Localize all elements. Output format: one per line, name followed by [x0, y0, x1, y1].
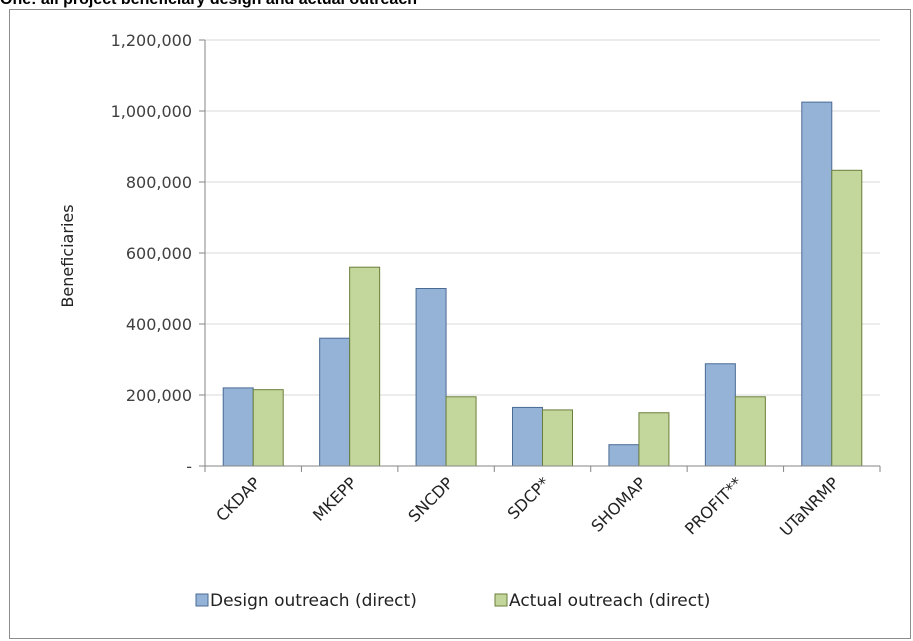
bar-actual-ckdap	[252, 389, 284, 467]
page-title: One: all project beneficiary design and …	[0, 0, 417, 9]
y-axis-ticks: - 200,000 400,000 600,000 800,000 1,000,000 1,…	[111, 31, 205, 476]
bar-actual-mkepp	[349, 266, 381, 467]
bar-design-shomap	[608, 444, 640, 467]
y-tick-label: 400,000	[126, 315, 192, 334]
legend-swatch	[195, 593, 209, 607]
bar-design-utanrmp	[801, 101, 833, 467]
bar-design-ckdap	[222, 387, 254, 467]
x-axis-categories: CKDAP MKEPP SNCDP SDCP* SHOMAP PROFIT** UTaNRM…	[212, 473, 843, 540]
x-category-label: SDCP*	[504, 473, 554, 523]
y-tick-label: 1,200,000	[111, 31, 192, 50]
bar-actual-shomap	[638, 412, 670, 467]
bar-design-sdcp	[512, 406, 543, 467]
bar-actual-utanrmp	[831, 169, 863, 467]
gridlines	[205, 39, 880, 396]
bar-actual-sdcp	[542, 409, 573, 467]
legend-swatch	[494, 593, 508, 607]
bar-design-sncdp	[415, 288, 447, 467]
bar-actual-sncdp	[445, 396, 477, 467]
y-axis-label: Beneficiaries	[58, 204, 77, 307]
bar-actual-profit	[734, 396, 766, 467]
legend-label: Actual outreach (direct)	[509, 591, 710, 611]
bars	[222, 101, 863, 467]
x-category-label: PROFIT**	[681, 473, 746, 538]
bar-design-mkepp	[319, 337, 351, 467]
y-tick-label: 1,000,000	[111, 102, 192, 121]
x-category-label: MKEPP	[309, 473, 361, 525]
x-category-label: UTaNRMP	[776, 473, 843, 540]
axes	[204, 40, 881, 472]
legend-label: Design outreach (direct)	[210, 591, 417, 611]
y-tick-label: 200,000	[126, 386, 192, 405]
bar-design-profit	[704, 363, 736, 467]
x-category-label: CKDAP	[212, 473, 264, 525]
x-category-label: SNCDP	[404, 473, 457, 526]
y-tick-label: -	[186, 457, 192, 476]
y-tick-label: 600,000	[126, 244, 192, 263]
legend: Design outreach (direct) Actual outreach …	[195, 591, 710, 611]
x-category-label: SHOMAP	[587, 473, 650, 536]
y-tick-label: 800,000	[126, 173, 192, 192]
